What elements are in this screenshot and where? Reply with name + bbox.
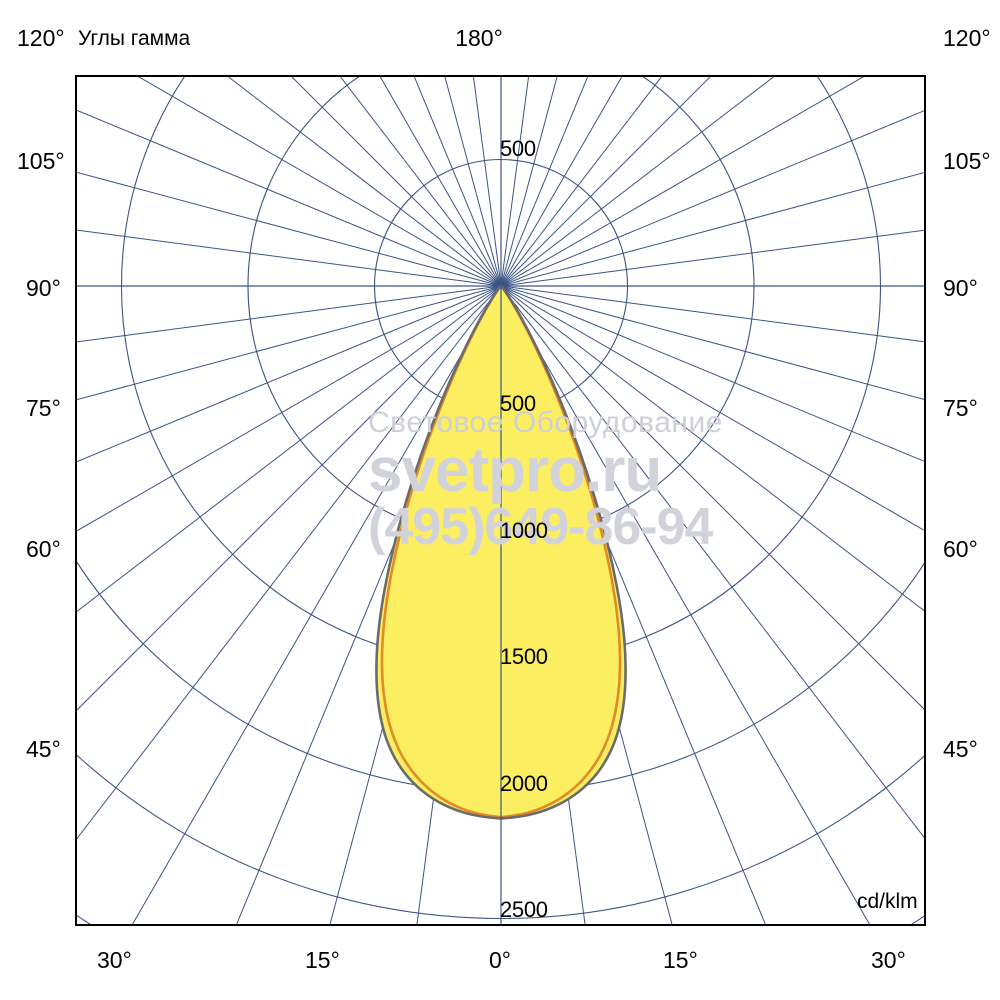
right-60: 60° [943, 536, 978, 562]
left-90: 90° [26, 275, 61, 301]
bottom-center-0: 0° [489, 947, 511, 973]
ring-label-2500: 2500 [500, 897, 548, 922]
ring-label-500: 500 [500, 391, 536, 416]
ring-label-1500: 1500 [500, 644, 548, 669]
bottom-right-30: 30° [871, 947, 906, 973]
plot-border [75, 75, 926, 926]
right-75: 75° [943, 395, 978, 421]
page-title: Углы гамма [78, 27, 191, 50]
right-45: 45° [943, 736, 978, 762]
unit-label: cd/klm [857, 890, 918, 913]
ring-label-1000: 1000 [500, 518, 548, 543]
top-right-120: 120° [943, 25, 991, 51]
bottom-left-30: 30° [97, 947, 132, 973]
top-center-180: 180° [455, 25, 503, 51]
bottom-right-15: 15° [663, 947, 698, 973]
right-105: 105° [943, 148, 991, 174]
left-105: 105° [17, 148, 65, 174]
right-90: 90° [943, 275, 978, 301]
ring-label-2000: 2000 [500, 771, 548, 796]
left-45: 45° [26, 736, 61, 762]
ring-label-500-upper: 500 [500, 136, 536, 161]
bottom-left-15: 15° [305, 947, 340, 973]
left-75: 75° [26, 395, 61, 421]
left-60: 60° [26, 536, 61, 562]
top-left-120: 120° [17, 25, 65, 51]
